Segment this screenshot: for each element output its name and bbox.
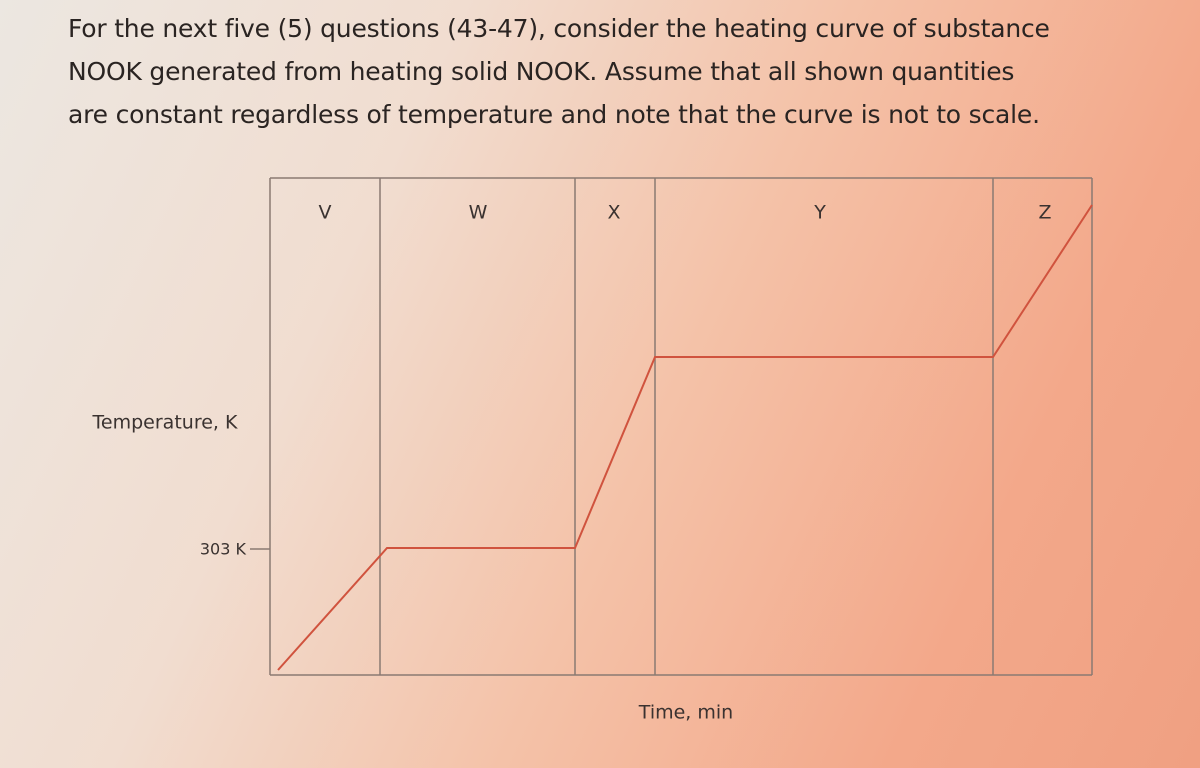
question-line: are constant regardless of temperature a… (68, 100, 1040, 129)
y-tick-label: 303 K (200, 540, 247, 559)
x-axis-label: Time, min (638, 702, 733, 724)
region-label: Y (813, 202, 826, 224)
y-axis-label: Temperature, K (92, 412, 238, 434)
region-label: W (469, 202, 488, 224)
curve (277, 204, 1093, 671)
question-line: NOOK generated from heating solid NOOK. … (68, 57, 1015, 86)
region-label: V (319, 202, 332, 224)
region-label: Z (1038, 202, 1051, 224)
frame (250, 177, 1093, 676)
question-line: For the next five (5) questions (43-47),… (68, 14, 1050, 43)
region-label: X (607, 202, 620, 224)
